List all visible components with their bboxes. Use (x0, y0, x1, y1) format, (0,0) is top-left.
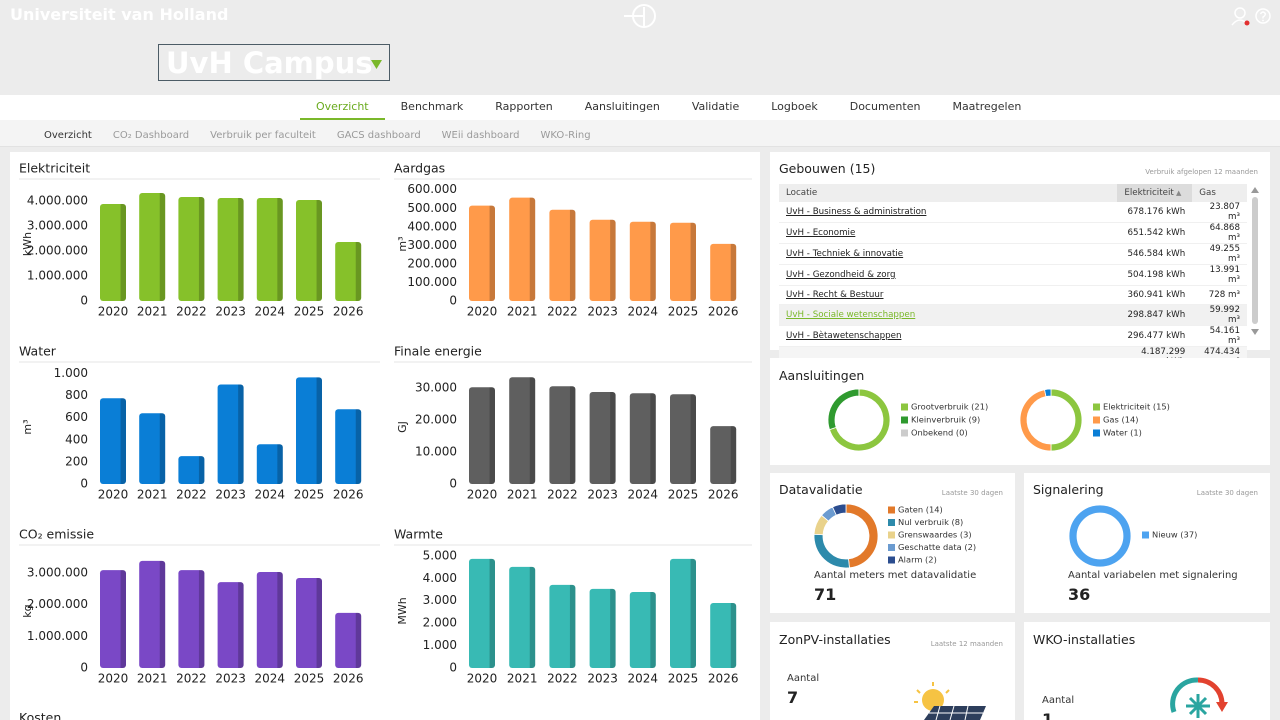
nav-tab[interactable]: Rapporten (495, 100, 553, 113)
table-row: UvH - Sociale wetenschappen 298.847 kWh 59… (779, 304, 1247, 326)
table-header: Locatie Elektriciteit Gas (779, 184, 1247, 202)
building-link[interactable]: UvH - Bètawetenschappen (779, 325, 1118, 347)
subnav-tab[interactable]: Verbruik per faculteit (210, 130, 316, 141)
table-cell: 54.161 m³ (1192, 325, 1247, 347)
table-cell: 651.542 kWh (1117, 222, 1193, 244)
panel-title: Aansluitingen (779, 368, 865, 383)
table-cell: 64.868 m³ (1192, 222, 1247, 244)
stat-label: Aantal meters met datavalidatie (814, 570, 977, 581)
wko-icon (1170, 677, 1228, 718)
panel-note: Laatste 12 maanden (930, 640, 1003, 648)
stat-value: 36 (1068, 585, 1091, 604)
table-cell: 546.584 kWh (1117, 243, 1193, 265)
table-cell: 23.807 m³ (1192, 202, 1247, 223)
building-link[interactable]: UvH - Gezondheid & zorg (779, 264, 1118, 286)
column-header[interactable]: Gas (1192, 184, 1247, 202)
building-link[interactable]: UvH - Economie (779, 222, 1118, 244)
building-link[interactable]: UvH - Business & administration (779, 202, 1118, 223)
panel-note: Verbruik afgelopen 12 maanden (1145, 168, 1258, 176)
dropdown-arrow (371, 60, 382, 69)
site-name: UvH Campus (166, 46, 373, 80)
table-cell: 360.941 kWh (1117, 285, 1193, 305)
scrollbar[interactable] (1250, 185, 1260, 337)
table-cell: 298.847 kWh (1117, 304, 1193, 326)
table-row: UvH - Business & administration 678.176 k… (779, 202, 1247, 223)
table-row: UvH - Recht & Bestuur 360.941 kWh 728 m³ (779, 285, 1247, 305)
building-link[interactable]: UvH - Sociale wetenschappen (779, 304, 1118, 326)
validation-panel: Datavalidatie Laatste 30 dagen Aantal me… (770, 473, 1015, 613)
panel-title: Signalering (1033, 482, 1104, 497)
table-cell: 59.992 m³ (1192, 304, 1247, 326)
nav-tab[interactable]: Logboek (771, 100, 818, 113)
stat-label: Aantal variabelen met signalering (1068, 570, 1238, 581)
pv-panel: ZonPV-installaties Laatste 12 maanden Aa… (770, 622, 1015, 720)
stat-value: 1 (1042, 710, 1054, 720)
charts-panel: Kosten (10, 152, 760, 720)
wko-panel: WKO-installaties Aantal 1 (1024, 622, 1270, 720)
solar-icon (914, 682, 986, 720)
building-link[interactable]: UvH - Recht & Bestuur (779, 285, 1118, 305)
table-row: UvH - Gezondheid & zorg 504.198 kWh 13.991… (779, 264, 1247, 286)
table-cell: 504.198 kWh (1117, 264, 1193, 286)
table-row: UvH - Techniek & innovatie 546.584 kWh 49.… (779, 243, 1247, 265)
stat-value: 71 (814, 585, 837, 604)
panel-title: Gebouwen (15) (779, 161, 876, 176)
table-cell: 728 m³ (1192, 285, 1247, 305)
nav-tab[interactable]: Documenten (849, 100, 921, 113)
table-row: UvH - Economie 651.542 kWh 64.868 m³ (779, 222, 1247, 244)
nav-tab[interactable]: Validatie (691, 100, 740, 113)
panel-title: Datavalidatie (779, 482, 863, 497)
column-header[interactable]: Elektriciteit (1117, 184, 1193, 202)
panel-title: WKO-installaties (1033, 632, 1136, 647)
subnav-tab[interactable]: WKO-Ring (540, 130, 591, 141)
subnav-tab[interactable]: Overzicht (44, 130, 92, 141)
panel-title: ZonPV-installaties (779, 632, 891, 647)
signal-panel: Signalering Laatste 30 dagen Aantal vari… (1024, 473, 1270, 613)
table-cell: 49.255 m³ (1192, 243, 1247, 265)
table-row: UvH - Bètawetenschappen 296.477 kWh 54.161… (779, 325, 1247, 347)
building-link[interactable]: UvH - Techniek & innovatie (779, 243, 1118, 265)
subnav-tab[interactable]: CO₂ Dashboard (112, 130, 190, 141)
stat-value: 7 (787, 688, 799, 707)
panel-note: Laatste 30 dagen (941, 489, 1003, 497)
sub-nav: Overzicht CO₂ Dashboard Verbruik per facul… (0, 120, 1280, 147)
stat-label: Aantal (1042, 695, 1075, 706)
org-name: Universiteit van Holland (10, 5, 229, 24)
header: Universiteit van Holland UvH Campus (0, 0, 1280, 95)
stat-label: Aantal (787, 673, 820, 684)
table-cell: 678.176 kWh (1117, 202, 1193, 223)
nav-tab[interactable]: Benchmark (400, 100, 464, 113)
logo (624, 4, 656, 28)
nav-tab[interactable]: Aansluitingen (584, 100, 660, 113)
column-header[interactable]: Locatie (779, 184, 1118, 202)
connections-panel: Aansluitingen (770, 358, 1270, 465)
table-cell: 13.991 m³ (1192, 264, 1247, 286)
nav-tab[interactable]: Overzicht (300, 95, 385, 120)
site-selector[interactable]: UvH Campus (158, 44, 390, 81)
user-icons[interactable] (1230, 5, 1274, 27)
subnav-tab[interactable]: WEii dashboard (441, 130, 520, 141)
panel-title: Kosten (19, 710, 62, 720)
table-cell: 296.477 kWh (1117, 325, 1193, 347)
buildings-table: Locatie Elektriciteit Gas UvH - Business… (779, 184, 1247, 368)
subnav-tab[interactable]: GACS dashboard (336, 130, 421, 141)
main-nav: Overzicht Benchmark Rapporten Aansluitingen… (0, 95, 1280, 120)
panel-note: Laatste 30 dagen (1196, 489, 1258, 497)
nav-tab[interactable]: Maatregelen (952, 100, 1022, 113)
